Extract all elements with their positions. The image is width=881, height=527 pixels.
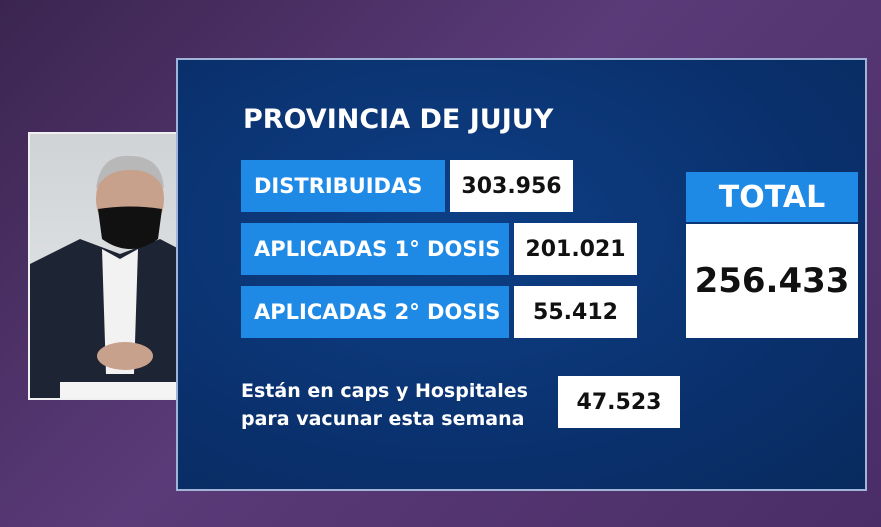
- panel-title: PROVINCIA DE JUJUY: [243, 104, 554, 135]
- row-label: APLICADAS 2° DOSIS: [241, 286, 509, 338]
- speaker-figure: [30, 155, 204, 398]
- note-line: para vacunar esta semana: [241, 408, 525, 430]
- total-value: 256.433: [686, 224, 858, 338]
- row-label: DISTRIBUIDAS: [241, 160, 445, 212]
- note-value: 47.523: [558, 376, 680, 428]
- row-value: 201.021: [514, 223, 637, 275]
- row-label: APLICADAS 1° DOSIS: [241, 223, 509, 275]
- row-value: 303.956: [450, 160, 573, 212]
- total-label: TOTAL: [686, 172, 858, 222]
- row-value: 55.412: [514, 286, 637, 338]
- note-line: Están en caps y Hospitales: [241, 380, 528, 402]
